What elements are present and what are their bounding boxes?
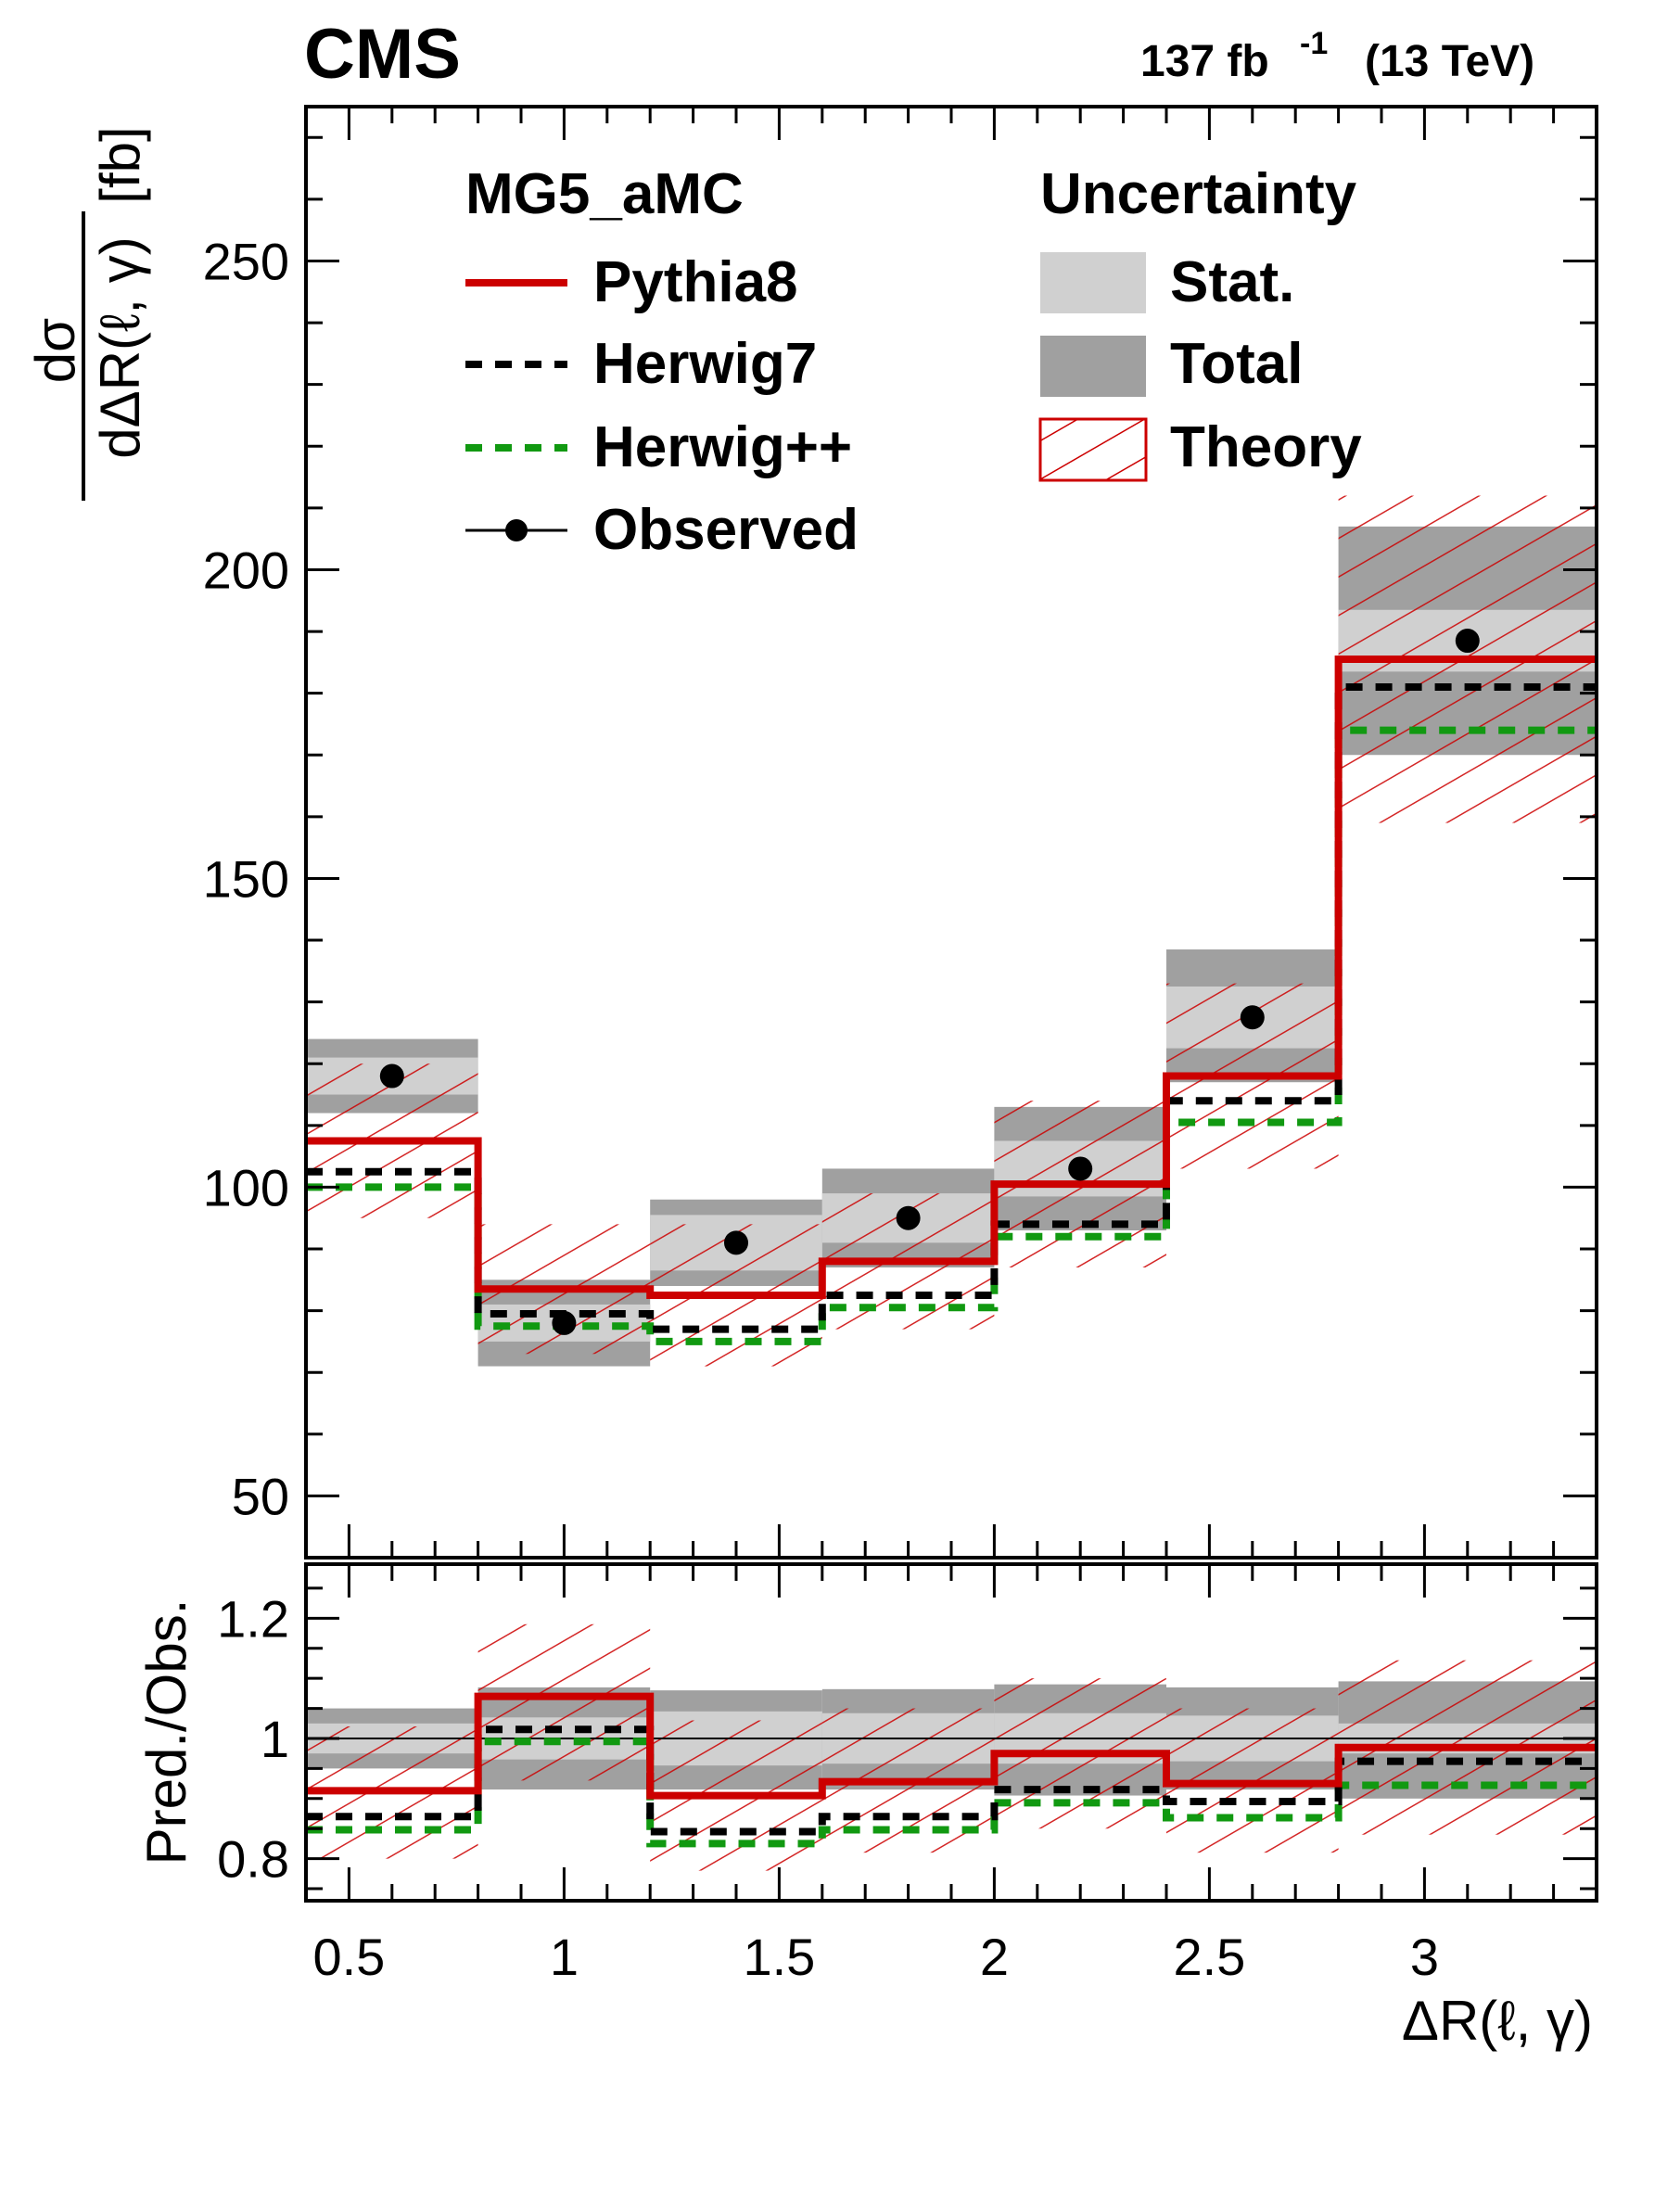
y-label-unit: [fb] [89,126,151,203]
legend-uncertainty-header: Uncertainty [1040,162,1357,226]
main-y-tick-label: 150 [203,849,289,908]
legend-pythia8: Pythia8 [465,250,798,314]
y-label-denominator: dΔR(ℓ, γ) [89,236,151,458]
main-panel-frame [304,105,1598,1560]
lumi-label: 137 fb -1 (13 TeV) [1140,26,1534,86]
main-observed-point-2 [552,1310,577,1335]
ratio-y-axis-label: Pred./Obs. [135,1599,197,1865]
ratio-pythia8-histogram [306,1692,1597,1800]
observed-swatch-marker [505,519,528,541]
total-swatch [1040,336,1146,397]
legend-total: Total [1040,332,1304,397]
main-observed-point-1 [379,1063,404,1089]
legend-herwig7-label: Herwig7 [593,332,817,396]
ratio-theory-band-bin-2 [477,1623,651,1781]
ratio-x-tick-label: 0.5 [312,1928,385,1986]
ratio-x-tick-label: 1.5 [743,1928,815,1986]
main-y-tick-label: 200 [203,541,289,599]
legend-observed-label: Observed [593,498,859,562]
stat-swatch [1040,252,1146,313]
ratio-herwig7-histogram [306,1725,1597,1836]
legend-observed: Observed [465,498,859,562]
ratio-y-tick-label: 1.2 [217,1589,289,1648]
main-y-axis-label: dσ dΔR(ℓ, γ) [fb] [24,126,151,501]
main-observed-point-7 [1455,629,1480,654]
main-pythia8-histogram [306,656,1597,1299]
y-label-numerator: dσ [24,318,86,383]
experiment-label: CMS [304,15,461,94]
main-y-tick-label: 50 [232,1467,289,1525]
ratio-x-tick-label: 3 [1410,1928,1439,1986]
main-y-tick-label: 100 [203,1158,289,1216]
main-observed-point-5 [1068,1156,1093,1181]
ratio-x-tick-label: 1 [550,1928,579,1986]
ratio-y-tick-label: 0.8 [217,1830,289,1889]
ratio-x-tick-label: 2.5 [1173,1928,1245,1986]
legend: MG5_aMC Pythia8 Herwig7 Herwig++ Observe… [465,162,1362,562]
ratio-herwigpp-histogram [306,1738,1597,1848]
main-observed-point-3 [724,1230,748,1255]
legend-stat: Stat. [1040,250,1294,314]
theory-swatch [1038,417,1148,482]
main-observed-point-6 [1240,1005,1265,1030]
legend-generator-header: MG5_aMC [465,162,744,226]
legend-theory-label: Theory [1170,415,1362,479]
energy-label: (13 TeV) [1365,37,1534,86]
main-y-tick-label: 250 [203,232,289,290]
lumi-exponent: -1 [1300,26,1328,61]
legend-total-label: Total [1170,332,1304,396]
lumi-value: 137 fb [1140,37,1269,86]
ratio-panel: 0.8 1 1.2 0.5 1 1.5 2 2.5 3 [217,1562,1598,1986]
main-herwigpp-histogram [306,726,1597,1345]
main-herwig7-histogram [306,683,1597,1333]
main-panel: 50 100 150 200 250 [203,105,1598,1560]
legend-herwig7: Herwig7 [465,332,817,396]
ratio-x-tick-label: 2 [980,1928,1009,1986]
ratio-y-tick-label: 1 [261,1710,289,1768]
main-observed-point-4 [896,1205,921,1230]
legend-stat-label: Stat. [1170,250,1294,314]
x-axis-label: ΔR(ℓ, γ) [1402,1990,1593,2052]
legend-herwigpp-label: Herwig++ [593,415,852,479]
legend-theory: Theory [1038,415,1362,482]
ratio-panel-frame [304,1562,1598,1903]
legend-pythia8-label: Pythia8 [593,250,798,314]
legend-herwigpp: Herwig++ [465,415,852,479]
